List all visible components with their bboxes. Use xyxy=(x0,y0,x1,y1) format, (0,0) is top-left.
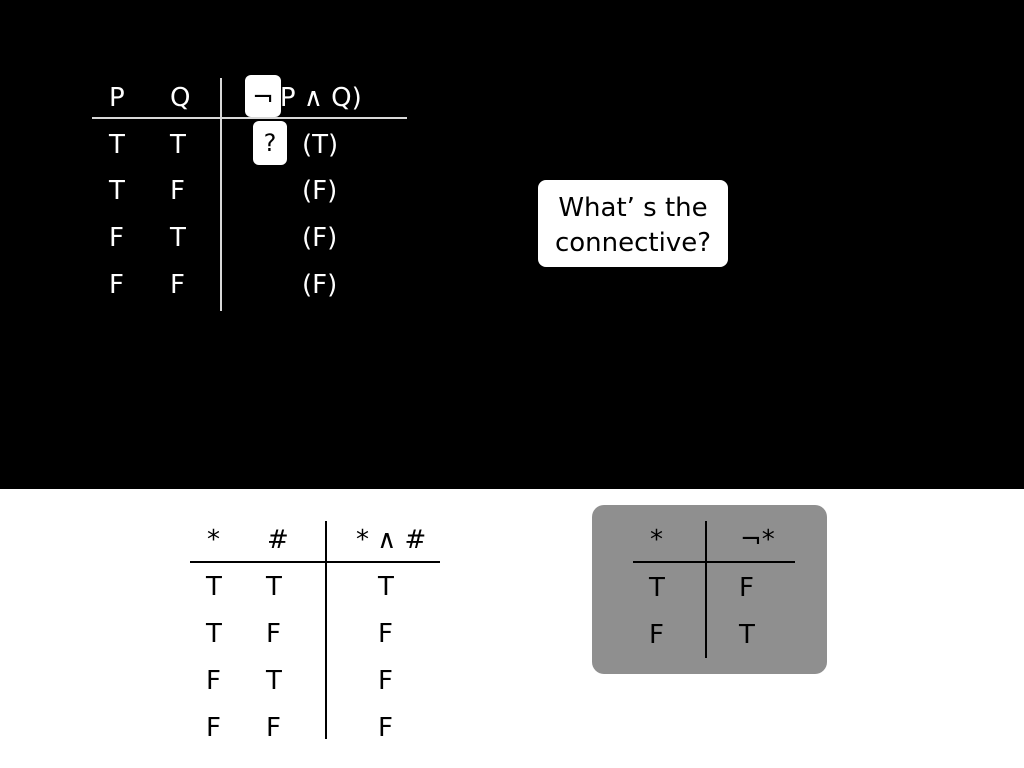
question-panel: P Q ¬(P ∧ Q) ¬ T T ? (T) T F (F) F T (F)… xyxy=(0,0,1024,489)
and-row-2-result: F xyxy=(378,619,393,649)
and-row-1-a: T xyxy=(206,572,222,602)
and-header-b: # xyxy=(267,525,289,555)
row-2-q: F xyxy=(170,176,185,206)
row-2-p: T xyxy=(109,176,125,206)
and-header-result: * ∧ # xyxy=(356,525,427,555)
and-header-divider xyxy=(190,561,440,563)
and-row-1-result: T xyxy=(378,572,394,602)
not-row-2-a: F xyxy=(649,620,664,650)
and-row-2-b: F xyxy=(266,619,281,649)
not-header-divider xyxy=(633,561,795,563)
header-q: Q xyxy=(170,83,191,113)
not-header-result: ¬* xyxy=(740,525,775,555)
not-truth-table-card: * ¬* T F F T xyxy=(592,505,827,674)
and-column-divider xyxy=(325,521,327,739)
row-1-q: T xyxy=(170,130,186,160)
and-header-a: * xyxy=(207,525,220,555)
question-callout: What’ s the connective? xyxy=(538,180,728,267)
row-3-result: (F) xyxy=(302,223,338,253)
negation-symbol: ¬ xyxy=(252,83,274,113)
column-divider xyxy=(220,78,222,311)
row-2-result: (F) xyxy=(302,176,338,206)
and-row-3-b: T xyxy=(266,666,282,696)
row-3-p: F xyxy=(109,223,124,253)
not-row-1-result: F xyxy=(739,573,754,603)
row-3-q: T xyxy=(170,223,186,253)
callout-line-2: connective? xyxy=(554,228,712,258)
header-p: P xyxy=(109,83,125,113)
not-header-a: * xyxy=(650,525,663,555)
header-divider xyxy=(92,117,407,119)
not-row-1-a: T xyxy=(649,573,665,603)
and-row-1-b: T xyxy=(266,572,282,602)
and-row-4-a: F xyxy=(206,713,221,743)
negation-highlight: ¬ xyxy=(245,75,281,117)
and-row-2-a: T xyxy=(206,619,222,649)
row-4-q: F xyxy=(170,270,185,300)
question-mark: ? xyxy=(263,129,277,157)
question-mark-box: ? xyxy=(253,121,287,165)
and-row-3-a: F xyxy=(206,666,221,696)
and-row-3-result: F xyxy=(378,666,393,696)
reference-panel: * # * ∧ # T T T T F F F T F F F F * ¬* T… xyxy=(0,489,1024,768)
row-4-p: F xyxy=(109,270,124,300)
row-1-p: T xyxy=(109,130,125,160)
row-1-result: (T) xyxy=(302,130,339,160)
not-row-2-result: T xyxy=(739,620,755,650)
and-row-4-result: F xyxy=(378,713,393,743)
callout-line-1: What’ s the xyxy=(558,193,708,223)
row-4-result: (F) xyxy=(302,270,338,300)
not-column-divider xyxy=(705,521,707,658)
and-row-4-b: F xyxy=(266,713,281,743)
